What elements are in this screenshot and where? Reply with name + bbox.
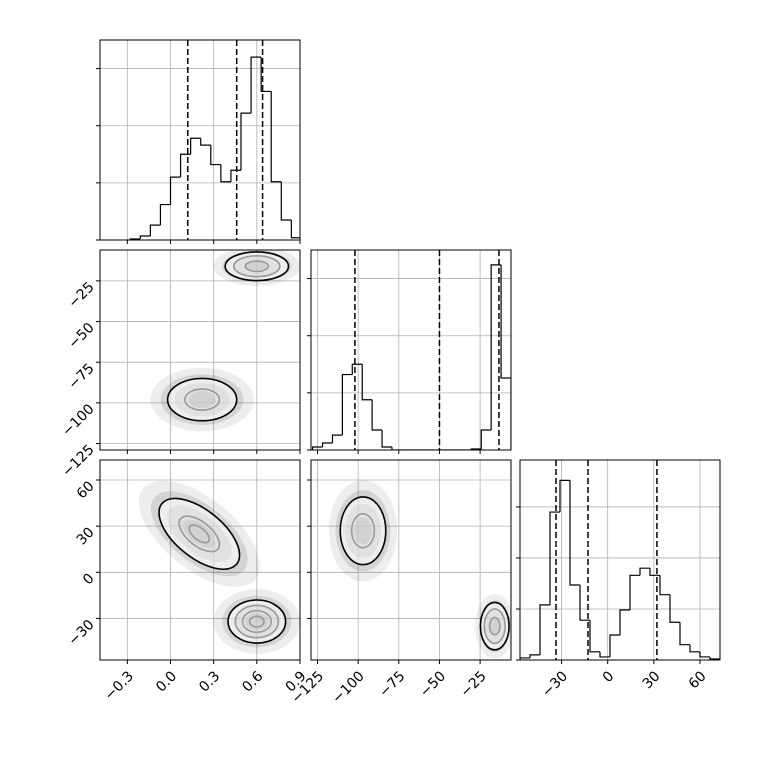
histogram-bin xyxy=(341,373,353,436)
panel xyxy=(100,460,300,660)
y-tick-label: −125 xyxy=(59,442,98,481)
histogram-bin xyxy=(331,434,343,444)
histogram-bin xyxy=(190,137,201,155)
contour xyxy=(227,599,287,644)
histogram-bin xyxy=(220,164,231,183)
contour xyxy=(158,497,241,571)
histogram-bin xyxy=(290,220,300,239)
y-tick-label: 30 xyxy=(74,524,98,548)
panel xyxy=(311,250,511,450)
contour xyxy=(166,377,238,422)
histogram-bin xyxy=(539,604,550,655)
y-tick-label: −30 xyxy=(65,617,97,649)
panel-frame xyxy=(310,249,512,451)
panel-frame xyxy=(99,249,301,451)
x-tick-label: 0.3 xyxy=(196,668,223,695)
x-tick-label: −100 xyxy=(329,668,368,707)
x-tick-label: 0.0 xyxy=(153,668,180,695)
y-tick-label: −75 xyxy=(65,361,97,393)
histogram-bin xyxy=(361,364,373,401)
histogram-bin xyxy=(230,169,242,182)
histogram-bin xyxy=(589,620,600,653)
histogram-bin xyxy=(529,654,540,658)
histogram-bin xyxy=(549,511,560,605)
histogram-bin xyxy=(159,203,171,226)
histogram-bin xyxy=(649,568,660,576)
y-tick-label: 60 xyxy=(74,478,98,502)
contour xyxy=(224,251,290,282)
panel-frame xyxy=(519,459,721,661)
histogram-bin xyxy=(599,651,610,658)
histogram-bin xyxy=(381,430,392,448)
histogram-bin xyxy=(371,399,383,431)
histogram-bin xyxy=(520,657,530,660)
panel xyxy=(100,40,300,240)
histogram-bin xyxy=(280,181,292,221)
histogram-bin xyxy=(240,112,252,171)
histogram-bin xyxy=(490,264,502,430)
histogram-bin xyxy=(579,585,590,621)
histogram-bin xyxy=(659,575,670,596)
x-tick-label: 0.6 xyxy=(239,668,266,695)
panel-frame xyxy=(310,459,512,661)
histogram-bin xyxy=(500,264,511,450)
histogram-bin xyxy=(689,644,700,653)
y-tick-label: −50 xyxy=(65,320,97,352)
y-tick-label: −100 xyxy=(59,401,98,440)
histogram-bin xyxy=(669,594,680,623)
histogram-bin xyxy=(260,57,272,93)
histogram-bin xyxy=(169,176,181,205)
histogram-bin xyxy=(480,429,492,449)
histogram-bin xyxy=(200,138,211,146)
panel-frame xyxy=(99,39,301,241)
histogram-bin xyxy=(351,363,363,375)
histogram-bin xyxy=(210,145,221,166)
histogram-bin xyxy=(609,634,620,657)
contour xyxy=(479,601,510,651)
histogram-bin xyxy=(321,442,333,448)
histogram-bin xyxy=(629,574,640,610)
y-tick-label: −25 xyxy=(65,279,97,311)
histogram-bin xyxy=(569,480,580,586)
y-tick-label: 0 xyxy=(80,571,98,589)
panel xyxy=(100,250,300,450)
histogram-bin xyxy=(709,656,720,660)
histogram-bin xyxy=(559,479,570,513)
x-tick-label: 60 xyxy=(686,668,710,692)
histogram-bin xyxy=(619,609,630,635)
histogram-bin xyxy=(250,56,262,114)
contour xyxy=(339,496,387,566)
x-tick-label: 30 xyxy=(640,668,664,692)
histogram-bin xyxy=(149,224,161,236)
x-tick-label: 0 xyxy=(600,668,618,686)
histogram-bin xyxy=(391,447,402,450)
histogram-bin xyxy=(679,622,690,646)
histogram-bin xyxy=(270,91,282,183)
histogram-bin xyxy=(179,153,191,178)
panel-frame xyxy=(99,459,301,661)
histogram-bin xyxy=(639,567,650,576)
x-tick-label: −30 xyxy=(539,668,571,700)
x-tick-label: −25 xyxy=(458,668,490,700)
x-tick-label: −50 xyxy=(417,668,449,700)
histogram-bin xyxy=(139,235,151,239)
histogram-bin xyxy=(312,446,323,450)
panel xyxy=(520,460,720,660)
x-tick-label: −75 xyxy=(376,668,408,700)
x-tick-label: −0.3 xyxy=(102,668,137,703)
panel xyxy=(311,460,511,660)
histogram-bin xyxy=(699,651,710,658)
